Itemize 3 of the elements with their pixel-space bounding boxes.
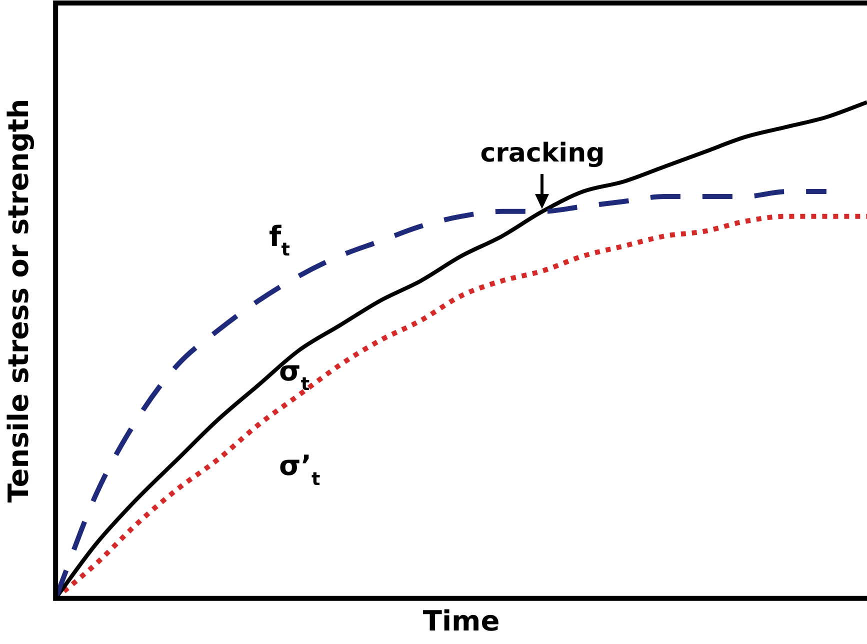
- annotation: cracking: [480, 138, 605, 168]
- x-axis-title: Time: [422, 604, 500, 638]
- y-axis-title: Tensile stress or strength: [2, 98, 36, 503]
